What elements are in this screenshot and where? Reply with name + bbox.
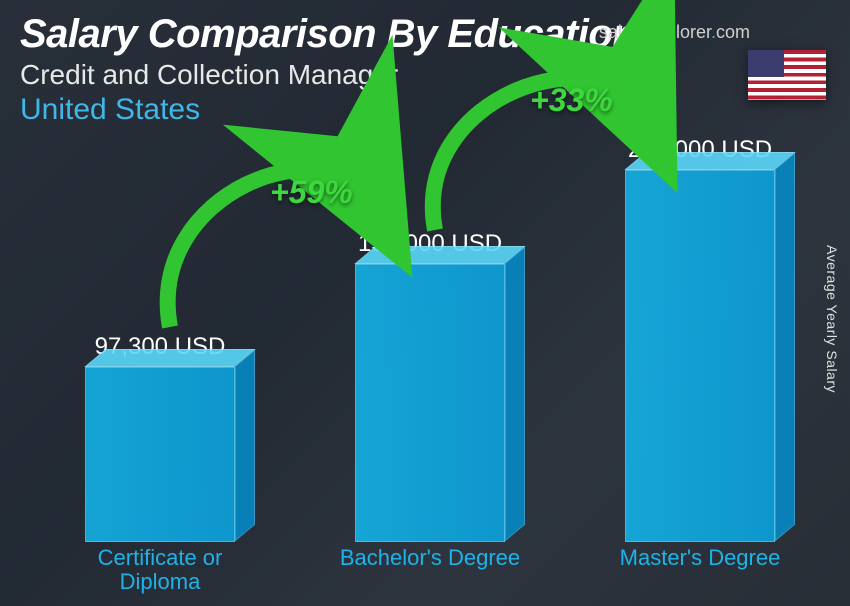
pct-increase-1: +59%: [270, 174, 353, 211]
bar-label: Certificate or Diploma: [60, 546, 260, 594]
bar-masters: 207,000 USD Master's Degree: [610, 136, 790, 542]
pct-increase-2: +33%: [530, 82, 613, 119]
bar-shape: [625, 170, 775, 542]
chart-country: United States: [20, 93, 830, 127]
bar-shape: [355, 264, 505, 542]
bar-label: Master's Degree: [600, 546, 800, 570]
us-flag-icon: [748, 50, 826, 100]
y-axis-label: Average Yearly Salary: [824, 245, 840, 393]
bar-bachelors: 155,000 USD Bachelor's Degree: [340, 230, 520, 542]
bar-shape: [85, 367, 235, 542]
bar-chart: 97,300 USD Certificate or Diploma 155,00…: [70, 160, 790, 542]
bar-label: Bachelor's Degree: [330, 546, 530, 570]
chart-subtitle: Credit and Collection Manager: [20, 59, 830, 91]
brand-label: salaryexplorer.com: [599, 22, 750, 43]
bar-certificate: 97,300 USD Certificate or Diploma: [70, 333, 250, 542]
